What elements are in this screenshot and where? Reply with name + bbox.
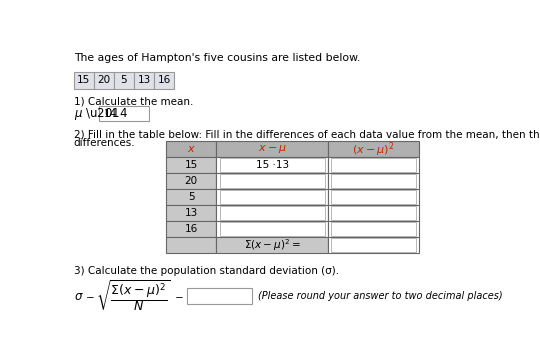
Bar [328, 141, 419, 157]
Bar [331, 158, 416, 172]
Bar [331, 174, 416, 188]
Text: 1) Calculate the mean.: 1) Calculate the mean. [74, 97, 193, 107]
Text: $x$: $x$ [187, 144, 195, 154]
Text: 3) Calculate the population standard deviation (σ).: 3) Calculate the population standard dev… [74, 266, 339, 276]
Text: 5: 5 [188, 192, 194, 202]
Bar [166, 237, 217, 253]
Bar [331, 206, 416, 220]
Text: (Please round your answer to two decimal places): (Please round your answer to two decimal… [258, 291, 503, 301]
Bar [217, 173, 328, 189]
Text: $-$: $-$ [174, 291, 184, 301]
Text: The ages of Hampton's five cousins are listed below.: The ages of Hampton's five cousins are l… [74, 53, 360, 63]
Bar [114, 72, 134, 89]
Bar [328, 173, 419, 189]
Bar [217, 189, 328, 205]
Bar [217, 221, 328, 237]
Bar [166, 141, 217, 157]
Text: 13: 13 [138, 75, 151, 85]
Bar [166, 157, 217, 173]
Text: $(x - \mu)^2$: $(x - \mu)^2$ [352, 140, 395, 159]
Text: $\mu$ \u2014: $\mu$ \u2014 [74, 106, 128, 122]
Bar [166, 205, 217, 221]
Bar [217, 141, 328, 157]
Bar [217, 157, 328, 173]
Text: $x - \mu$: $x - \mu$ [258, 143, 287, 155]
Text: $\Sigma(x-\mu)^2 =$: $\Sigma(x-\mu)^2 =$ [244, 237, 301, 253]
Bar [166, 173, 217, 189]
Text: 15: 15 [185, 160, 198, 170]
Text: 16: 16 [158, 75, 171, 85]
Text: 15 ·13: 15 ·13 [255, 160, 289, 170]
Bar [220, 158, 325, 172]
Bar [220, 174, 325, 188]
Bar [331, 238, 416, 252]
Bar [166, 189, 217, 205]
Text: 14: 14 [104, 108, 117, 118]
Text: 20: 20 [185, 176, 198, 186]
Text: $\sigma$: $\sigma$ [74, 289, 84, 303]
Text: 13: 13 [185, 208, 198, 218]
Text: 2) Fill in the table below: Fill in the differences of each data value from the : 2) Fill in the table below: Fill in the … [74, 130, 540, 140]
Text: 16: 16 [185, 224, 198, 234]
Bar [217, 237, 328, 253]
Bar [328, 221, 419, 237]
Bar [154, 72, 174, 89]
Bar [99, 106, 149, 121]
Bar [74, 72, 94, 89]
Text: 15: 15 [77, 75, 90, 85]
Text: $\sqrt{\dfrac{\Sigma(x-\mu)^2}{N}}$: $\sqrt{\dfrac{\Sigma(x-\mu)^2}{N}}$ [96, 279, 170, 313]
Bar [217, 205, 328, 221]
Text: 20: 20 [97, 75, 111, 85]
Text: differences.: differences. [74, 139, 136, 149]
Bar [166, 221, 217, 237]
Bar [331, 222, 416, 236]
Bar [328, 189, 419, 205]
Bar [220, 206, 325, 220]
Bar [328, 205, 419, 221]
Bar [134, 72, 154, 89]
Bar [220, 222, 325, 236]
Text: 5: 5 [120, 75, 127, 85]
Bar [187, 288, 252, 304]
Bar [328, 157, 419, 173]
Bar [331, 190, 416, 204]
Text: $-$: $-$ [85, 291, 94, 301]
Bar [328, 237, 419, 253]
Bar [94, 72, 114, 89]
Bar [220, 190, 325, 204]
